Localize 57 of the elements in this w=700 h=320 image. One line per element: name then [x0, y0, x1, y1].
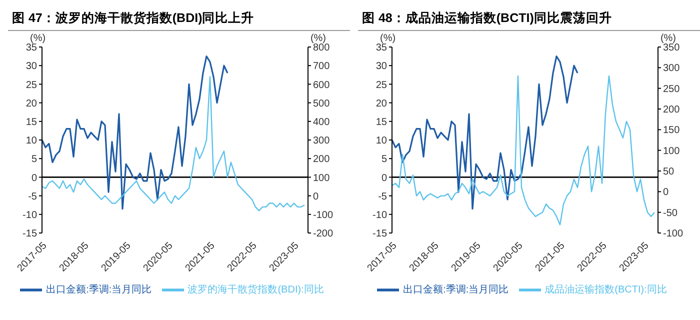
y-tick-label: -10 — [372, 210, 388, 221]
y2-tick-label: 500 — [313, 98, 330, 110]
y-tick-label: 30 — [376, 61, 388, 72]
y2-tick-label: 50 — [663, 166, 675, 178]
y2-tick-label: 150 — [663, 125, 680, 136]
y2-tick-label: 350 — [663, 42, 680, 54]
legend-label: 出口金额:季调:当月同比 — [46, 284, 152, 296]
y2-tick-label: 100 — [663, 146, 680, 157]
chart-title: 图 47：波罗的海干散货指数(BDI)同比上升 — [8, 8, 350, 31]
chart-title: 图 48：成品油运输指数(BCTI)同比震荡回升 — [358, 8, 700, 31]
y2-tick-label: 600 — [313, 80, 330, 91]
y-tick-label: 30 — [26, 61, 38, 72]
line-series — [42, 76, 306, 212]
y-tick-label: 15 — [26, 116, 38, 128]
y2-axis-title: (%) — [310, 33, 326, 44]
y-tick-label: -15 — [372, 228, 388, 240]
y2-tick-label: -100 — [313, 210, 334, 221]
y-tick-label: 25 — [26, 80, 38, 91]
y-tick-label: -5 — [28, 191, 38, 202]
y2-tick-label: 300 — [313, 136, 330, 147]
y2-tick-label: 0 — [313, 191, 319, 202]
legend-label: 出口金额:季调:当月同比 — [403, 284, 509, 296]
y-tick-label: 5 — [31, 154, 38, 166]
y-tick-label: 20 — [376, 98, 388, 110]
line-series — [42, 56, 228, 210]
y-tick-label: 10 — [376, 136, 388, 147]
legend-label: 波罗的海干散货指数(BDI):同比 — [188, 284, 324, 296]
y-tick-label: 0 — [381, 172, 388, 184]
y2-tick-label: -50 — [663, 208, 678, 219]
line-series — [392, 56, 578, 210]
line-series — [392, 75, 656, 226]
y2-tick-label: -200 — [313, 228, 334, 240]
y2-tick-label: 800 — [313, 42, 330, 54]
y2-tick-label: 250 — [663, 84, 680, 95]
y2-tick-label: 300 — [663, 63, 680, 74]
y-tick-label: 20 — [26, 98, 38, 110]
y2-tick-label: 400 — [313, 116, 330, 128]
y-tick-label: 10 — [26, 136, 38, 147]
y-axis-title: (%) — [380, 33, 396, 44]
y2-tick-label: 200 — [663, 104, 680, 116]
y-tick-label: 35 — [26, 42, 38, 54]
y2-tick-label: 0 — [663, 187, 669, 198]
y2-tick-label: 100 — [313, 172, 330, 184]
y2-tick-label: 200 — [313, 154, 330, 166]
y-tick-label: 25 — [376, 80, 388, 91]
y-tick-label: 0 — [31, 172, 38, 184]
y-tick-label: 5 — [381, 154, 388, 166]
y-tick-label: -15 — [22, 228, 38, 240]
legend-label: 成品油运输指数(BCTI):同比 — [544, 284, 667, 296]
y-tick-label: -5 — [378, 191, 388, 202]
y2-tick-label: 700 — [313, 61, 330, 72]
y-tick-label: 15 — [376, 116, 388, 128]
y2-axis-title: (%) — [660, 33, 676, 44]
y2-tick-label: -100 — [663, 228, 684, 240]
y-tick-label: 35 — [376, 42, 388, 54]
y-tick-label: -10 — [22, 210, 38, 221]
y-axis-title: (%) — [30, 33, 46, 44]
